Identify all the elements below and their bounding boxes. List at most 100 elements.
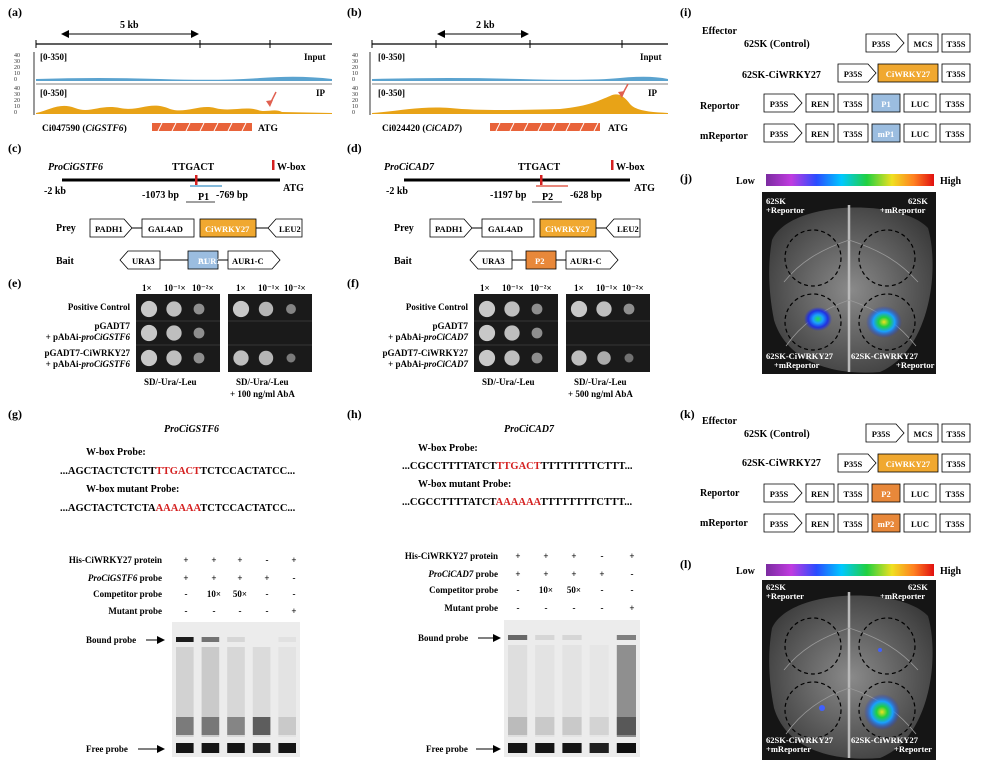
panel-g: (g) ProCiGSTF6 W-box Probe: ...AGCTACTCT… [8, 407, 300, 757]
lane-sign: - [573, 603, 576, 613]
promoter-arrow [837, 63, 877, 83]
construct-box [939, 483, 971, 503]
lane-sign: + [237, 573, 242, 583]
lane-sign: - [266, 589, 269, 599]
construct-label: CiWRKY27 [886, 459, 931, 469]
svg-text:P2: P2 [542, 192, 553, 203]
bound-band [227, 637, 245, 642]
svg-text:PADH1: PADH1 [95, 224, 123, 234]
lane-sign: - [517, 603, 520, 613]
construct-label: mP2 [878, 519, 895, 529]
construct-box [941, 423, 971, 443]
panel-d: (d) ProCiCAD7 TTGACT W-box -2 kb ATG -11… [347, 141, 655, 270]
construct-label: P2 [881, 489, 890, 499]
svg-text:CiWRKY27: CiWRKY27 [545, 224, 590, 234]
construct-label: CiWRKY27 [886, 69, 931, 79]
svg-text:62SK: 62SK [908, 196, 928, 206]
construct-label: LUC [911, 129, 929, 139]
construct-label: T35S [947, 39, 966, 49]
svg-text:+ pAbAi-proCiGSTF6: + pAbAi-proCiGSTF6 [46, 332, 131, 342]
bound-band [562, 635, 582, 640]
svg-text:10: 10 [352, 71, 358, 77]
svg-text:10⁻¹×: 10⁻¹× [164, 283, 186, 293]
yeast-spot [570, 300, 588, 318]
construct-box [939, 513, 971, 533]
svg-text:20: 20 [14, 98, 20, 104]
lane-sign: + [211, 555, 216, 565]
yeast-spot [597, 351, 611, 365]
construct-box [941, 33, 971, 53]
svg-text:ProCiCAD7 probe: ProCiCAD7 probe [428, 569, 498, 579]
lane-sign: + [237, 555, 242, 565]
yeast-spot [531, 352, 543, 364]
lane-sign: + [211, 573, 216, 583]
svg-text:Positive Control: Positive Control [406, 302, 469, 312]
svg-text:10⁻²×: 10⁻²× [622, 283, 644, 293]
lane-sign: - [601, 551, 604, 561]
svg-text:Mutant probe: Mutant probe [444, 603, 498, 613]
svg-text:IP: IP [648, 88, 658, 98]
svg-text:1×: 1× [480, 283, 490, 293]
promoter-arrow [865, 423, 905, 443]
yeast-spot [571, 350, 587, 366]
svg-text:40: 40 [352, 53, 358, 59]
smear [176, 647, 194, 737]
svg-text:Bait: Bait [394, 256, 412, 267]
svg-text:ATG: ATG [634, 183, 655, 194]
yeast-spot [140, 349, 158, 367]
svg-text:1×: 1× [236, 283, 246, 293]
construct-label: T35S [844, 129, 863, 139]
promoter-arrow [763, 123, 803, 143]
lane-sign: + [629, 603, 634, 613]
mid-band [227, 717, 245, 735]
lane-sign: - [239, 606, 242, 616]
smear [535, 645, 555, 737]
yeast-spot [623, 303, 635, 315]
lane-sign: 50× [567, 585, 581, 595]
svg-text:-1197 bp: -1197 bp [490, 190, 527, 201]
yeast-spot [478, 324, 496, 342]
construct-box [907, 33, 939, 53]
svg-text:LEU2: LEU2 [617, 224, 639, 234]
panel-c: (c) ProCiGSTF6 TTGACT W-box -2 kb ATG -1… [8, 141, 306, 270]
svg-text:62SK (Control): 62SK (Control) [744, 429, 810, 440]
construct-box [837, 93, 869, 113]
panel-e: (e) 1× 10⁻¹× 10⁻²× 1× 10⁻¹× 10⁻²× Positi… [8, 276, 312, 399]
svg-text:0: 0 [14, 110, 17, 116]
color-scale [766, 174, 934, 186]
svg-text:Reportor: Reportor [700, 101, 740, 112]
yeast-spot [286, 353, 296, 363]
yeast-spot [166, 350, 182, 366]
smear [616, 645, 636, 737]
svg-text:62SK-CiWRKY27: 62SK-CiWRKY27 [851, 735, 919, 745]
svg-text:CiWRKY27: CiWRKY27 [205, 224, 250, 234]
construct-label: T35S [946, 519, 965, 529]
yeast-spot [531, 303, 543, 315]
yeast-spots [136, 300, 312, 367]
svg-text:10⁻²×: 10⁻²× [284, 283, 306, 293]
svg-text:2 kb: 2 kb [476, 20, 495, 31]
promoter-arrow [763, 93, 803, 113]
svg-text:W-box: W-box [616, 162, 645, 173]
svg-text:10: 10 [14, 104, 20, 110]
svg-text:Prey: Prey [394, 223, 414, 234]
svg-text:Competitor probe: Competitor probe [93, 589, 162, 599]
free-band [252, 743, 271, 753]
lane-sign: - [545, 603, 548, 613]
svg-text:ProCiGSTF6: ProCiGSTF6 [48, 162, 103, 173]
svg-text:W-box Probe:: W-box Probe: [86, 447, 146, 458]
promoter-arrow [865, 33, 905, 53]
svg-text:W-box: W-box [277, 162, 306, 173]
yeast-spot [258, 350, 274, 366]
construct-box [871, 93, 901, 113]
yeast-spot [140, 324, 158, 342]
lane-sign: 10× [539, 585, 553, 595]
svg-text:mReportor: mReportor [700, 518, 748, 529]
svg-text:+Reporter: +Reporter [894, 744, 932, 754]
svg-text:...AGCTACTCTCTTTTGACTTCTCCACTA: ...AGCTACTCTCTTTTGACTTCTCCACTATCC... [60, 466, 295, 477]
svg-text:30: 30 [14, 92, 20, 98]
svg-text:30: 30 [14, 59, 20, 65]
yeast-spot [478, 300, 496, 318]
svg-text:SD/-Ura/-Leu: SD/-Ura/-Leu [574, 377, 627, 387]
